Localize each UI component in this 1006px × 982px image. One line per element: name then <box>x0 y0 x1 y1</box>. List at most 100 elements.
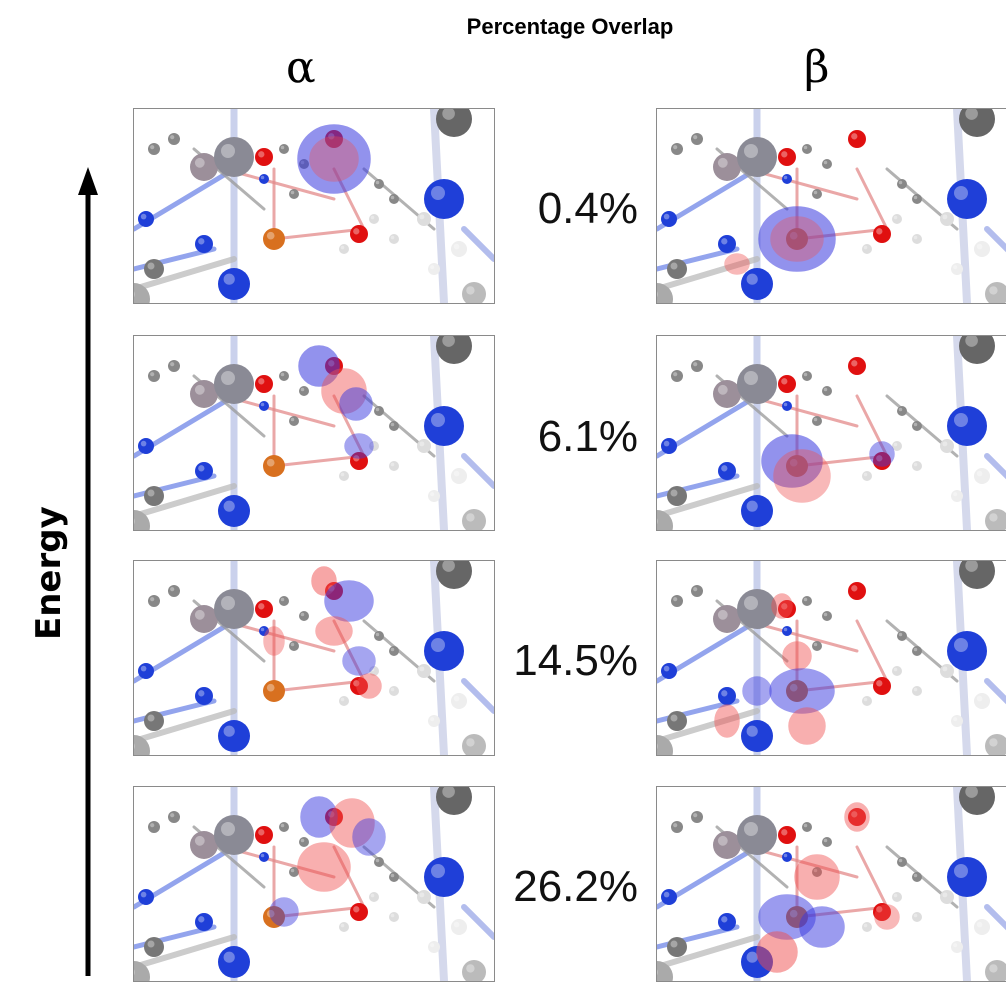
atom-h <box>339 244 349 254</box>
alpha-orbital-panel-3 <box>133 560 495 756</box>
atom-h <box>389 912 399 922</box>
atom-c <box>822 159 832 169</box>
atom-h <box>974 693 990 709</box>
atom-h <box>940 664 954 678</box>
atom-n <box>259 626 269 636</box>
atom-h <box>451 468 467 484</box>
atom-c <box>671 595 683 607</box>
atom-c <box>667 259 687 279</box>
atom-o <box>350 452 368 470</box>
atom-n <box>782 174 792 184</box>
atom-h <box>862 471 872 481</box>
atom-c <box>667 486 687 506</box>
atom-c-top <box>959 561 995 589</box>
beta-orbital-panel-2 <box>656 335 1006 531</box>
atom-c <box>389 872 399 882</box>
atom-c <box>985 734 1006 755</box>
atom-c <box>985 509 1006 530</box>
atom-o <box>873 452 891 470</box>
energy-axis-arrow <box>78 167 98 976</box>
atom-h <box>451 693 467 709</box>
atom-c <box>462 734 486 755</box>
atom-grey <box>713 831 741 859</box>
atom-c-top <box>959 787 995 815</box>
atom-c <box>374 406 384 416</box>
atom-n <box>741 720 773 752</box>
atom-c <box>462 509 486 530</box>
atom-c <box>912 194 922 204</box>
atom-n-large <box>424 179 464 219</box>
atom-c <box>134 735 150 755</box>
alpha-orbital-panel-4 <box>133 786 495 982</box>
atom-c <box>802 822 812 832</box>
atom-n <box>218 268 250 300</box>
atom-o <box>873 677 891 695</box>
atom-c <box>985 282 1006 303</box>
atom-c <box>657 283 673 303</box>
atom-c <box>671 370 683 382</box>
atom-o <box>873 903 891 921</box>
atom-n <box>661 438 677 454</box>
atom-h <box>951 263 963 275</box>
atom-h <box>892 666 902 676</box>
atom-c-top <box>959 109 995 137</box>
alpha-orbital-panel-1 <box>133 108 495 304</box>
atom-o <box>778 148 796 166</box>
atom-h <box>892 441 902 451</box>
beta-orbital-panel-3 <box>656 560 1006 756</box>
atom-h <box>912 461 922 471</box>
atom-o <box>778 375 796 393</box>
atom-n-large <box>424 857 464 897</box>
atom-c <box>144 259 164 279</box>
atom-c <box>289 641 299 651</box>
atom-n <box>661 211 677 227</box>
atom-n <box>195 235 213 253</box>
atom-c <box>802 144 812 154</box>
molecular-orbital-render <box>657 109 1006 303</box>
atom-o <box>848 808 866 826</box>
atom-h <box>912 912 922 922</box>
atom-metal <box>214 589 254 629</box>
atom-c <box>279 822 289 832</box>
atom-grey <box>190 605 218 633</box>
overlap-value-1: 0.4% <box>537 184 638 233</box>
atom-n <box>195 687 213 705</box>
atom-h <box>951 715 963 727</box>
atom-c <box>812 416 822 426</box>
atom-h <box>339 696 349 706</box>
atom-c <box>691 585 703 597</box>
atom-h <box>339 471 349 481</box>
overlap-value-2: 6.1% <box>537 412 638 461</box>
atom-n <box>741 495 773 527</box>
molecular-orbital-render <box>134 109 494 303</box>
atom-n <box>661 663 677 679</box>
atom-n-large <box>947 857 987 897</box>
atom-metal <box>737 815 777 855</box>
atom-c <box>657 510 673 530</box>
atom-h <box>892 892 902 902</box>
atom-c <box>691 811 703 823</box>
atom-c <box>299 837 309 847</box>
atom-grey <box>190 831 218 859</box>
atom-fe <box>263 455 285 477</box>
atom-n <box>661 889 677 905</box>
atom-h <box>974 919 990 935</box>
atom-h <box>912 686 922 696</box>
atom-n-large <box>424 631 464 671</box>
atom-c <box>667 711 687 731</box>
atom-n <box>195 913 213 931</box>
atom-n <box>718 462 736 480</box>
atom-h <box>389 686 399 696</box>
atom-c <box>389 194 399 204</box>
atom-o <box>778 826 796 844</box>
atom-c <box>299 611 309 621</box>
atom-c <box>374 857 384 867</box>
atom-h <box>892 214 902 224</box>
atom-c-top <box>436 336 472 364</box>
atom-c-top <box>436 109 472 137</box>
atom-n <box>218 495 250 527</box>
atom-n-large <box>947 179 987 219</box>
atom-h <box>417 890 431 904</box>
atom-n <box>195 462 213 480</box>
atom-c <box>812 641 822 651</box>
